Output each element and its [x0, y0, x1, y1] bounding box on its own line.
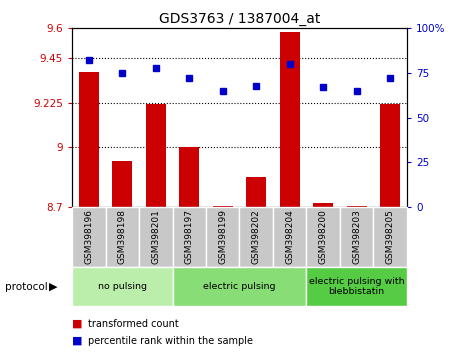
- Bar: [279, 32, 300, 207]
- Bar: [239, 207, 273, 267]
- Bar: [380, 104, 400, 207]
- Bar: [179, 148, 199, 207]
- Bar: [146, 104, 166, 207]
- Bar: [139, 207, 173, 267]
- Text: GSM398199: GSM398199: [218, 209, 227, 264]
- Text: electric pulsing with
blebbistatin: electric pulsing with blebbistatin: [309, 277, 405, 296]
- Bar: [79, 72, 99, 207]
- Text: GSM398200: GSM398200: [319, 209, 328, 264]
- Bar: [313, 203, 333, 207]
- Text: electric pulsing: electric pulsing: [203, 282, 276, 291]
- Text: GSM398203: GSM398203: [352, 209, 361, 264]
- Text: GSM398205: GSM398205: [385, 209, 395, 264]
- Title: GDS3763 / 1387004_at: GDS3763 / 1387004_at: [159, 12, 320, 26]
- Bar: [106, 207, 139, 267]
- Text: percentile rank within the sample: percentile rank within the sample: [88, 336, 253, 346]
- Text: no pulsing: no pulsing: [98, 282, 147, 291]
- Text: protocol: protocol: [5, 282, 47, 292]
- Bar: [72, 267, 173, 306]
- Text: GSM398204: GSM398204: [285, 209, 294, 264]
- Bar: [112, 161, 133, 207]
- Text: GSM398202: GSM398202: [252, 209, 261, 264]
- Bar: [206, 207, 239, 267]
- Bar: [173, 207, 206, 267]
- Bar: [373, 207, 407, 267]
- Bar: [213, 206, 233, 207]
- Text: GSM398198: GSM398198: [118, 209, 127, 264]
- Text: ■: ■: [72, 336, 83, 346]
- Text: GSM398197: GSM398197: [185, 209, 194, 264]
- Bar: [273, 207, 306, 267]
- Bar: [346, 206, 367, 207]
- Text: ■: ■: [72, 319, 83, 329]
- Bar: [306, 207, 340, 267]
- Bar: [72, 207, 106, 267]
- Text: GSM398201: GSM398201: [151, 209, 160, 264]
- Text: ▶: ▶: [49, 282, 57, 292]
- Bar: [173, 267, 306, 306]
- Bar: [246, 177, 266, 207]
- Text: GSM398196: GSM398196: [84, 209, 93, 264]
- Bar: [306, 267, 407, 306]
- Text: transformed count: transformed count: [88, 319, 179, 329]
- Bar: [340, 207, 373, 267]
